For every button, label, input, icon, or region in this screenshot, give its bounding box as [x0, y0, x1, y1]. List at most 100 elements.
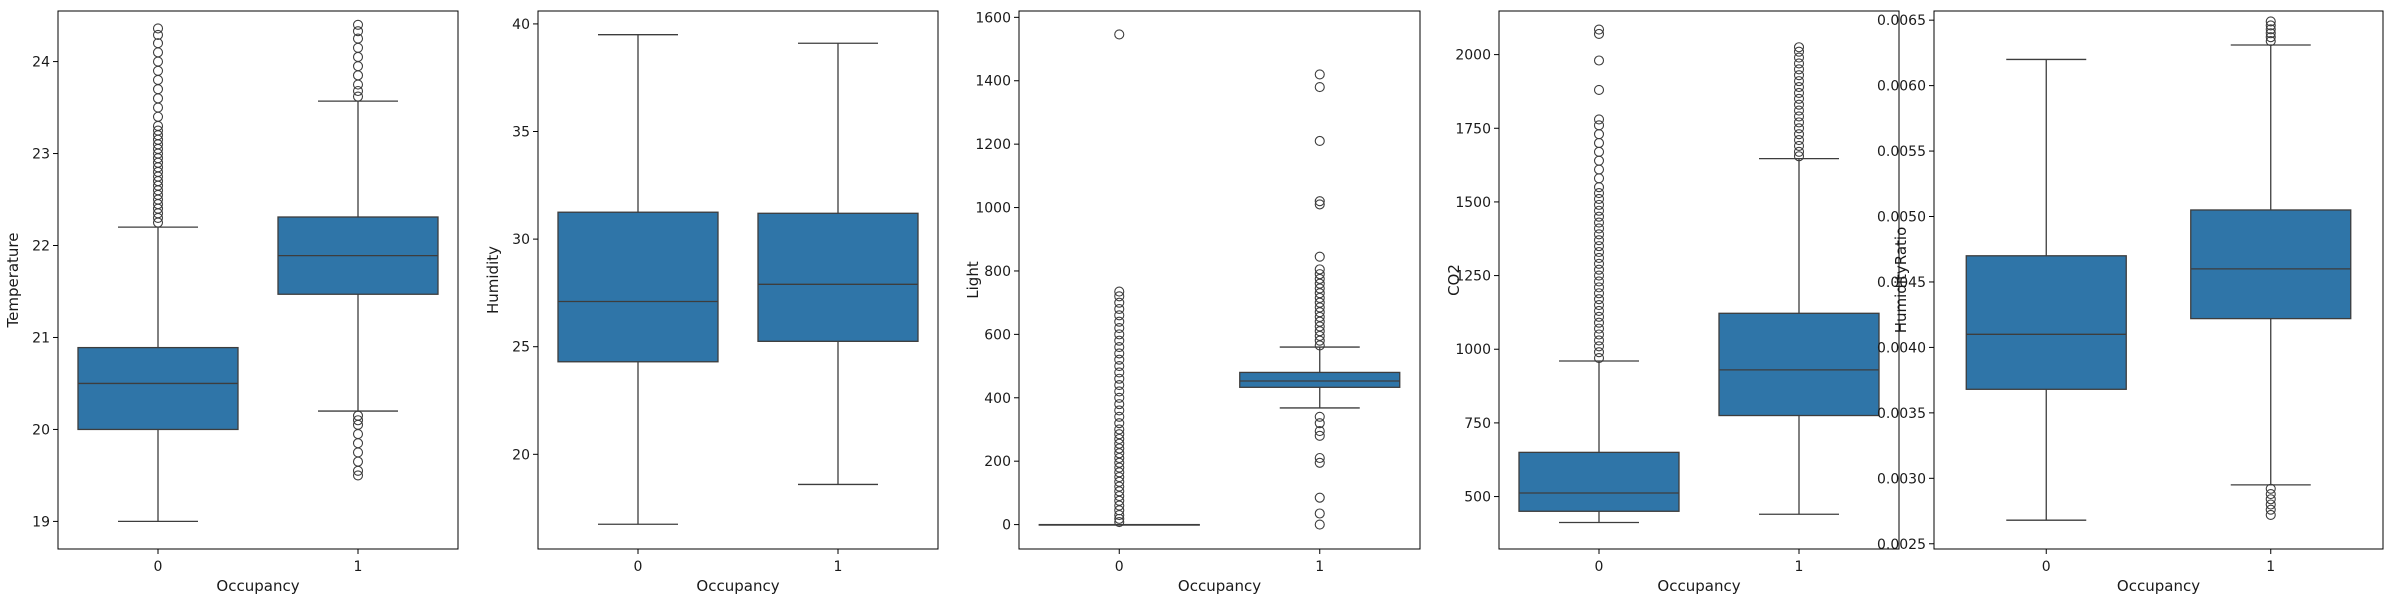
x-axis-label: Occupancy	[696, 577, 779, 595]
plot-frame	[57, 10, 459, 550]
plot-frame	[1498, 10, 1900, 550]
chart-panel-light: 0 200 400 600 800 1000 1200 1400 1600 0 1 Occupancy…	[964, 10, 1421, 595]
chart-panel-temperature: 19 20 21 22 23 24 0 1 Occupancy Temperature	[4, 10, 459, 595]
outlier-point	[1593, 55, 1605, 66]
outlier-point	[1114, 361, 1125, 372]
outlier-point	[1793, 111, 1805, 122]
x-tick-label: 0	[1595, 559, 1604, 575]
outlier-point	[352, 428, 364, 440]
outlier-point	[1114, 386, 1125, 397]
outlier-point	[1314, 264, 1325, 275]
y-tick-label: 0.0055	[1877, 144, 1926, 160]
x-tick-label: 0	[154, 559, 163, 575]
outlier-point	[1114, 291, 1125, 302]
outlier-point	[1114, 348, 1125, 359]
iqr-box	[1718, 312, 1880, 417]
y-tick-label: 24	[32, 55, 50, 71]
outlier-point	[152, 111, 164, 122]
box-occupancy-0	[1518, 24, 1680, 524]
outlier-point	[1114, 380, 1125, 391]
outlier-point	[352, 70, 364, 81]
outlier-point	[1793, 46, 1805, 57]
outlier-point	[1793, 76, 1805, 87]
outlier-point	[1314, 69, 1325, 80]
outlier-point	[152, 93, 164, 104]
outlier-point	[352, 410, 364, 421]
iqr-box	[77, 346, 239, 431]
outlier-point	[1793, 81, 1805, 93]
outlier-point	[1114, 303, 1125, 315]
outlier-point	[352, 470, 364, 481]
y-tick-label: 1600	[975, 10, 1011, 26]
y-tick-label: 1750	[1455, 121, 1491, 137]
outlier-point	[352, 447, 364, 458]
iqr-box	[757, 212, 919, 342]
outlier-point	[1593, 305, 1605, 316]
outlier-point	[1593, 24, 1605, 35]
outlier-point	[1593, 193, 1605, 205]
y-tick-label: 0.0065	[1877, 13, 1926, 29]
x-tick-label: 1	[834, 559, 843, 575]
outlier-point	[1114, 286, 1125, 297]
outlier-point	[1793, 87, 1805, 98]
y-tick-label: 1000	[1455, 342, 1491, 358]
outlier-point	[1793, 140, 1805, 151]
outlier-point	[1593, 84, 1605, 96]
outlier-point	[1314, 269, 1325, 280]
y-axis-label: CO2	[1445, 264, 1463, 296]
y-tick-label: 0.0025	[1877, 537, 1926, 553]
y-tick-label: 0.0050	[1877, 210, 1926, 226]
outlier-point	[1114, 316, 1125, 327]
outlier-point	[1793, 70, 1805, 81]
outlier-point	[1793, 93, 1805, 104]
outlier-point	[2265, 36, 2276, 47]
outlier-point	[152, 102, 164, 113]
outlier-point	[1114, 517, 1125, 528]
outlier-point	[1314, 135, 1325, 147]
outlier-point	[1793, 146, 1805, 157]
chart-panel-humidity: 20 25 30 35 40 0 1 Occupancy Humidity	[484, 10, 939, 595]
outlier-point	[1593, 246, 1605, 258]
x-axis-label: Occupancy	[1178, 577, 1261, 595]
outlier-point	[1793, 134, 1805, 146]
box-occupancy-1	[1718, 42, 1880, 515]
outlier-point	[1593, 288, 1605, 299]
plot-frame	[1018, 10, 1421, 550]
outlier-point	[1114, 411, 1125, 422]
outlier-point	[1114, 399, 1125, 410]
outlier-point	[1793, 52, 1805, 63]
outlier-point	[1114, 329, 1125, 340]
outlier-point	[1593, 223, 1605, 234]
outlier-point	[1593, 252, 1605, 263]
outlier-point	[1593, 235, 1605, 246]
y-tick-label: 200	[984, 454, 1011, 470]
box-occupancy-1	[277, 19, 439, 481]
y-tick-label: 23	[32, 147, 50, 163]
y-tick-label: 0.0040	[1877, 340, 1926, 356]
y-tick-label: 20	[32, 422, 50, 438]
outlier-point	[1593, 341, 1605, 352]
outlier-point	[1593, 264, 1605, 275]
y-axis-label: Humidity	[484, 246, 502, 314]
outlier-point	[1593, 347, 1605, 358]
y-tick-label: 1500	[1455, 195, 1491, 211]
outlier-point	[1314, 82, 1325, 93]
outlier-point	[1114, 322, 1125, 334]
outlier-point	[1593, 28, 1605, 40]
outlier-point	[1314, 519, 1325, 530]
y-tick-label: 25	[512, 340, 530, 356]
outlier-point	[1314, 452, 1325, 464]
box-occupancy-1	[757, 42, 919, 486]
box-occupancy-0	[77, 23, 239, 523]
outlier-point	[352, 456, 364, 467]
outlier-point	[1793, 117, 1805, 128]
outlier-point	[1314, 418, 1325, 429]
outlier-point	[2265, 24, 2276, 35]
outlier-point	[1593, 353, 1605, 364]
outlier-point	[1593, 276, 1605, 287]
outlier-point	[1793, 105, 1805, 116]
y-tick-label: 600	[984, 327, 1011, 343]
outlier-point	[1593, 146, 1605, 157]
outlier-point	[1114, 373, 1125, 384]
y-tick-label: 2000	[1455, 48, 1491, 64]
